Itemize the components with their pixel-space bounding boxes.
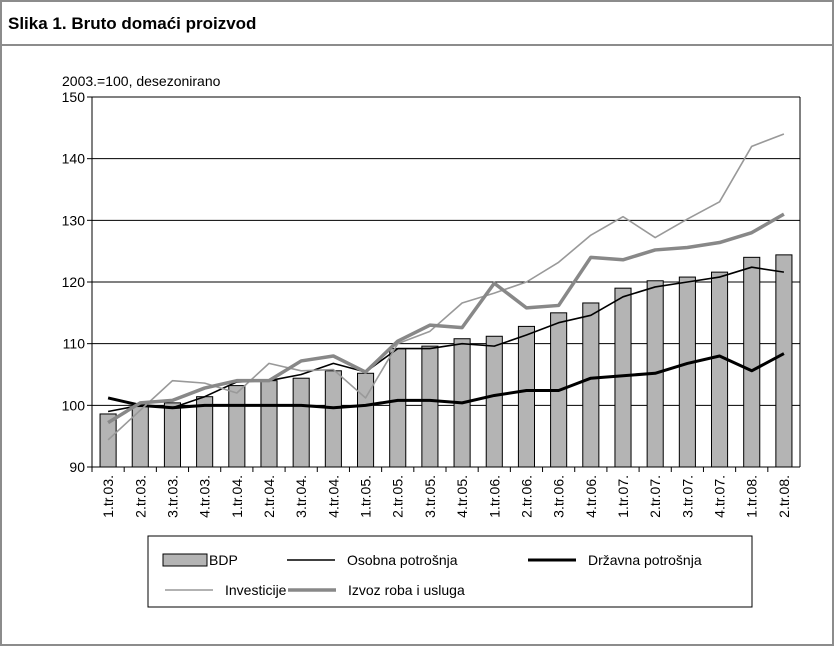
x-tick-label: 1.tr.03. xyxy=(100,475,116,518)
x-tick-label: 3.tr.07. xyxy=(679,475,695,518)
x-tick-label: 4.tr.07. xyxy=(712,475,728,518)
bar xyxy=(711,271,729,468)
x-tick-label: 3.tr.05. xyxy=(422,475,438,518)
chart-title: Slika 1. Bruto domaći proizvod xyxy=(8,14,256,33)
y-tick-label: 150 xyxy=(62,89,86,105)
bar xyxy=(421,345,439,468)
x-tick-label: 4.tr.05. xyxy=(454,475,470,518)
legend-label: BDP xyxy=(209,552,238,568)
line-series xyxy=(107,212,785,425)
x-tick-label: 1.tr.05. xyxy=(358,475,374,518)
x-tick-label: 2.tr.08. xyxy=(776,475,792,518)
x-tick-label: 4.tr.04. xyxy=(325,475,341,518)
legend-label: Investicije xyxy=(225,582,287,598)
bar xyxy=(678,276,696,468)
legend-swatch xyxy=(162,553,208,567)
bar xyxy=(582,302,600,468)
legend-box xyxy=(147,535,753,608)
line-series xyxy=(107,133,785,441)
y-tick-label: 130 xyxy=(62,212,86,228)
y-tick-label: 120 xyxy=(62,274,86,290)
bar xyxy=(228,385,246,468)
x-tick-label: 2.tr.07. xyxy=(647,475,663,518)
y-tick-label: 90 xyxy=(69,459,85,475)
bar xyxy=(163,402,181,468)
x-tick-label: 2.tr.05. xyxy=(390,475,406,518)
x-tick-label: 3.tr.06. xyxy=(551,475,567,518)
bar xyxy=(517,325,536,468)
x-tick-label: 4.tr.03. xyxy=(197,475,213,518)
subtitle: 2003.=100, desezonirano xyxy=(62,73,221,89)
legend-label: Izvoz roba i usluga xyxy=(348,582,465,598)
x-tick-label: 3.tr.03. xyxy=(164,475,180,518)
bar xyxy=(292,377,310,468)
x-tick-label: 1.tr.04. xyxy=(229,475,245,518)
legend-label: Državna potrošnja xyxy=(588,552,702,568)
bar xyxy=(775,254,793,468)
line-series xyxy=(107,352,785,410)
x-tick-label: 3.tr.04. xyxy=(293,475,309,518)
bar xyxy=(485,335,503,468)
x-tick-label: 1.tr.06. xyxy=(486,475,502,518)
x-tick-label: 2.tr.03. xyxy=(132,475,148,518)
y-tick-label: 110 xyxy=(63,336,86,352)
x-tick-label: 2.tr.04. xyxy=(261,475,277,518)
bar xyxy=(324,370,342,468)
x-tick-label: 1.tr.08. xyxy=(744,475,760,518)
bar xyxy=(743,256,761,468)
y-tick-label: 140 xyxy=(62,151,86,167)
x-tick-label: 4.tr.06. xyxy=(583,475,599,518)
bar xyxy=(260,380,278,468)
x-tick-label: 1.tr.07. xyxy=(615,475,631,518)
bar xyxy=(389,348,407,468)
line-series xyxy=(107,266,785,413)
y-tick-label: 100 xyxy=(62,397,86,413)
x-tick-label: 2.tr.06. xyxy=(518,475,534,518)
legend-label: Osobna potrošnja xyxy=(347,552,458,568)
